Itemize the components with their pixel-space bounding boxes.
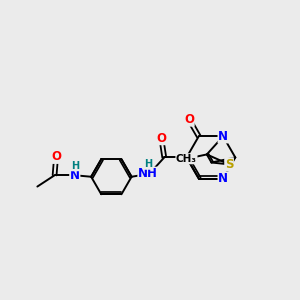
Text: H: H xyxy=(144,159,152,169)
Text: N: N xyxy=(218,130,228,143)
Text: CH₃: CH₃ xyxy=(176,154,197,164)
Text: S: S xyxy=(225,158,233,171)
Text: O: O xyxy=(184,113,194,126)
Text: O: O xyxy=(51,150,61,163)
Text: O: O xyxy=(156,132,166,145)
Text: N: N xyxy=(70,169,80,182)
Text: NH: NH xyxy=(138,167,158,180)
Text: H: H xyxy=(71,161,79,171)
Text: N: N xyxy=(218,172,228,185)
